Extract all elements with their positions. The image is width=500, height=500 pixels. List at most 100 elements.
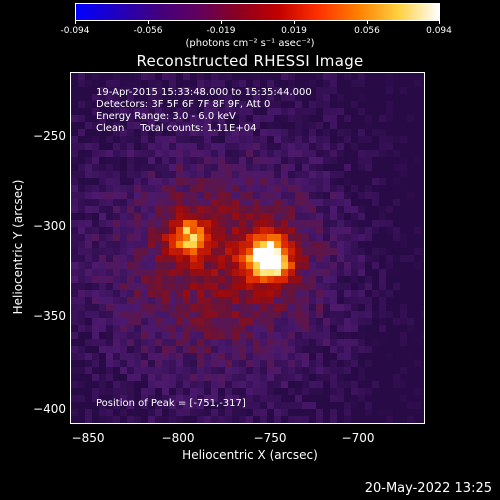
image-pixel	[379, 73, 386, 80]
image-pixel	[365, 73, 372, 80]
image-pixel	[211, 269, 218, 276]
image-pixel	[274, 80, 281, 87]
image-pixel	[330, 241, 337, 248]
image-pixel	[246, 115, 253, 122]
image-pixel	[183, 318, 190, 325]
image-pixel	[71, 164, 78, 171]
image-pixel	[183, 409, 190, 416]
image-pixel	[421, 129, 424, 136]
image-pixel	[260, 87, 267, 94]
image-pixel	[260, 80, 267, 87]
image-pixel	[372, 416, 379, 423]
image-pixel	[92, 115, 99, 122]
image-pixel	[393, 192, 400, 199]
image-pixel	[253, 423, 260, 424]
image-pixel	[85, 262, 92, 269]
image-pixel	[127, 227, 134, 234]
image-pixel	[92, 360, 99, 367]
image-pixel	[78, 402, 85, 409]
image-pixel	[239, 234, 246, 241]
image-pixel	[246, 255, 253, 262]
image-pixel	[400, 234, 407, 241]
image-pixel	[169, 171, 176, 178]
image-pixel	[78, 290, 85, 297]
image-pixel	[176, 199, 183, 206]
image-pixel	[190, 255, 197, 262]
image-pixel	[176, 262, 183, 269]
image-pixel	[162, 367, 169, 374]
image-pixel	[281, 157, 288, 164]
image-pixel	[407, 234, 414, 241]
image-pixel	[302, 290, 309, 297]
image-pixel	[190, 409, 197, 416]
image-pixel	[113, 164, 120, 171]
image-pixel	[421, 87, 424, 94]
image-pixel	[134, 94, 141, 101]
image-pixel	[337, 136, 344, 143]
image-pixel	[120, 115, 127, 122]
image-pixel	[127, 423, 134, 424]
image-pixel	[183, 353, 190, 360]
image-pixel	[155, 199, 162, 206]
image-pixel	[421, 227, 424, 234]
image-pixel	[225, 80, 232, 87]
image-pixel	[281, 143, 288, 150]
image-pixel	[414, 262, 421, 269]
image-pixel	[71, 108, 78, 115]
image-pixel	[295, 423, 302, 424]
image-pixel	[78, 311, 85, 318]
image-pixel	[197, 346, 204, 353]
image-pixel	[274, 269, 281, 276]
image-pixel	[260, 234, 267, 241]
image-pixel	[316, 94, 323, 101]
image-pixel	[386, 129, 393, 136]
image-pixel	[260, 318, 267, 325]
image-pixel	[141, 374, 148, 381]
image-pixel	[169, 332, 176, 339]
image-pixel	[365, 122, 372, 129]
image-pixel	[183, 416, 190, 423]
image-pixel	[190, 241, 197, 248]
image-pixel	[421, 395, 424, 402]
image-pixel	[71, 136, 78, 143]
image-pixel	[204, 311, 211, 318]
image-pixel	[148, 80, 155, 87]
image-pixel	[274, 241, 281, 248]
image-pixel	[330, 94, 337, 101]
image-pixel	[288, 325, 295, 332]
image-pixel	[176, 416, 183, 423]
image-pixel	[218, 381, 225, 388]
image-pixel	[148, 374, 155, 381]
image-pixel	[414, 87, 421, 94]
image-pixel	[211, 423, 218, 424]
image-pixel	[344, 234, 351, 241]
image-pixel	[351, 73, 358, 80]
image-pixel	[337, 255, 344, 262]
image-pixel	[309, 213, 316, 220]
image-pixel	[148, 381, 155, 388]
image-pixel	[197, 87, 204, 94]
image-pixel	[183, 297, 190, 304]
image-pixel	[99, 360, 106, 367]
image-pixel	[260, 227, 267, 234]
image-pixel	[106, 199, 113, 206]
image-pixel	[71, 94, 78, 101]
image-pixel	[316, 297, 323, 304]
image-pixel	[162, 199, 169, 206]
image-pixel	[323, 346, 330, 353]
image-pixel	[211, 283, 218, 290]
image-pixel	[379, 143, 386, 150]
image-pixel	[386, 136, 393, 143]
image-pixel	[358, 339, 365, 346]
image-pixel	[190, 164, 197, 171]
image-pixel	[239, 395, 246, 402]
image-pixel	[127, 311, 134, 318]
image-pixel	[386, 108, 393, 115]
image-pixel	[246, 122, 253, 129]
image-pixel	[204, 374, 211, 381]
image-pixel	[99, 381, 106, 388]
image-pixel	[407, 395, 414, 402]
image-pixel	[155, 255, 162, 262]
image-pixel	[365, 213, 372, 220]
image-pixel	[246, 304, 253, 311]
